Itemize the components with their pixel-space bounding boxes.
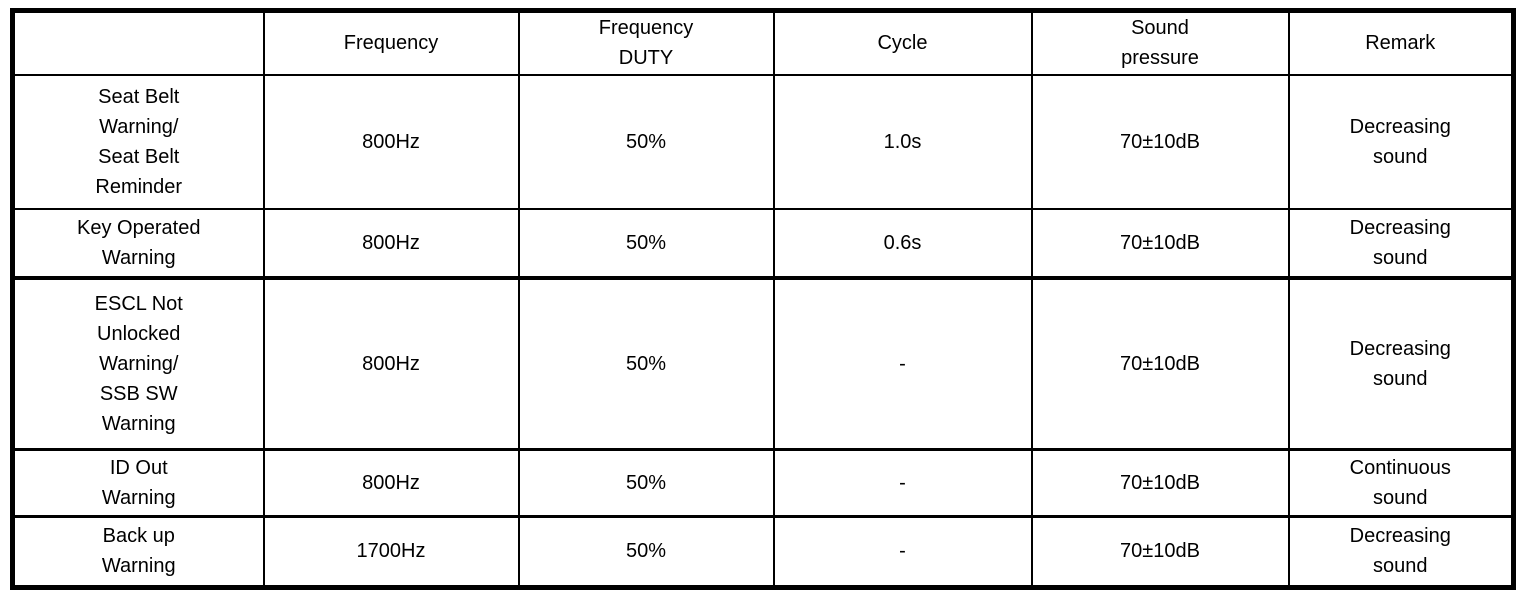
- frequency-duty-cell: 50%: [517, 277, 775, 451]
- remark-cell: Decreasing sound: [1287, 277, 1515, 451]
- frequency-duty-cell: 50%: [517, 207, 775, 281]
- frequency-duty-cell: 50%: [517, 448, 775, 518]
- frequency-cell: 800Hz: [262, 73, 520, 210]
- cycle-cell: 0.6s: [772, 207, 1033, 281]
- row-label-cell: Back up Warning: [11, 515, 265, 589]
- header-cell-sound-pressure: Sound pressure: [1030, 9, 1290, 76]
- table-row-back-up-warning: Back up Warning 1700Hz 50% - 70±10dB Dec…: [11, 515, 1515, 589]
- frequency-cell: 800Hz: [262, 207, 520, 281]
- cycle-cell: -: [772, 277, 1033, 451]
- cycle-cell: 1.0s: [772, 73, 1033, 210]
- row-label-cell: Key Operated Warning: [11, 207, 265, 281]
- frequency-duty-cell: 50%: [517, 73, 775, 210]
- remark-cell: Decreasing sound: [1287, 207, 1515, 281]
- row-label-cell: ID Out Warning: [11, 448, 265, 518]
- frequency-cell: 800Hz: [262, 448, 520, 518]
- sound-pressure-cell: 70±10dB: [1030, 207, 1290, 281]
- sound-pressure-cell: 70±10dB: [1030, 515, 1290, 589]
- sound-pressure-cell: 70±10dB: [1030, 448, 1290, 518]
- table-row-seat-belt-warning: Seat Belt Warning/ Seat Belt Reminder 80…: [11, 73, 1515, 210]
- table-row-key-operated-warning: Key Operated Warning 800Hz 50% 0.6s 70±1…: [11, 207, 1515, 281]
- header-cell-cycle: Cycle: [772, 9, 1033, 76]
- sound-pressure-cell: 70±10dB: [1030, 73, 1290, 210]
- sound-pressure-cell: 70±10dB: [1030, 277, 1290, 451]
- warning-sound-spec-table: Frequency Frequency DUTY Cycle Sound pre…: [10, 8, 1516, 590]
- frequency-duty-cell: 50%: [517, 515, 775, 589]
- header-cell-frequency-duty: Frequency DUTY: [517, 9, 775, 76]
- row-label-cell: Seat Belt Warning/ Seat Belt Reminder: [11, 73, 265, 210]
- remark-cell: Continuous sound: [1287, 448, 1515, 518]
- header-cell-blank: [11, 9, 265, 76]
- table-row-id-out-warning: ID Out Warning 800Hz 50% - 70±10dB Conti…: [11, 448, 1515, 518]
- table-row-escl-not-unlocked-warning: ESCL Not Unlocked Warning/ SSB SW Warnin…: [11, 277, 1515, 451]
- header-cell-frequency: Frequency: [262, 9, 520, 76]
- cycle-cell: -: [772, 515, 1033, 589]
- cycle-cell: -: [772, 448, 1033, 518]
- table-header: Frequency Frequency DUTY Cycle Sound pre…: [11, 9, 1515, 76]
- row-label-cell: ESCL Not Unlocked Warning/ SSB SW Warnin…: [11, 277, 265, 451]
- header-row: Frequency Frequency DUTY Cycle Sound pre…: [11, 9, 1515, 76]
- table-body: Seat Belt Warning/ Seat Belt Reminder 80…: [11, 73, 1515, 589]
- frequency-cell: 1700Hz: [262, 515, 520, 589]
- remark-cell: Decreasing sound: [1287, 73, 1515, 210]
- remark-cell: Decreasing sound: [1287, 515, 1515, 589]
- frequency-cell: 800Hz: [262, 277, 520, 451]
- header-cell-remark: Remark: [1287, 9, 1515, 76]
